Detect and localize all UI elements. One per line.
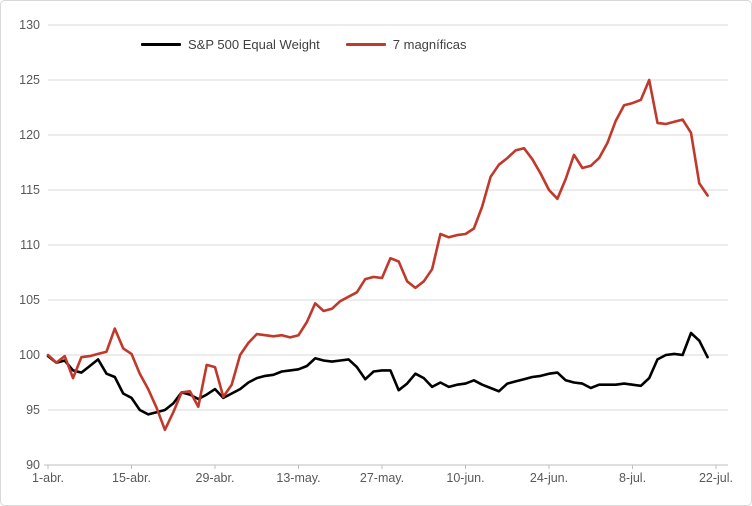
svg-text:24-jun.: 24-jun. (530, 471, 568, 485)
svg-text:10-jun.: 10-jun. (446, 471, 484, 485)
svg-text:105: 105 (19, 293, 40, 307)
svg-text:115: 115 (20, 183, 40, 197)
svg-text:27-may.: 27-may. (360, 471, 404, 485)
svg-text:15-abr.: 15-abr. (112, 471, 151, 485)
svg-text:100: 100 (19, 348, 40, 362)
svg-text:120: 120 (19, 128, 40, 142)
svg-text:22-jul.: 22-jul. (699, 471, 733, 485)
svg-text:8-jul.: 8-jul. (619, 471, 646, 485)
svg-text:125: 125 (19, 73, 40, 87)
svg-text:13-may.: 13-may. (276, 471, 320, 485)
svg-text:130: 130 (19, 18, 40, 32)
svg-text:90: 90 (26, 458, 40, 472)
svg-text:95: 95 (26, 403, 40, 417)
svg-text:110: 110 (20, 238, 40, 252)
svg-text:29-abr.: 29-abr. (196, 471, 235, 485)
svg-text:1-abr.: 1-abr. (32, 471, 64, 485)
